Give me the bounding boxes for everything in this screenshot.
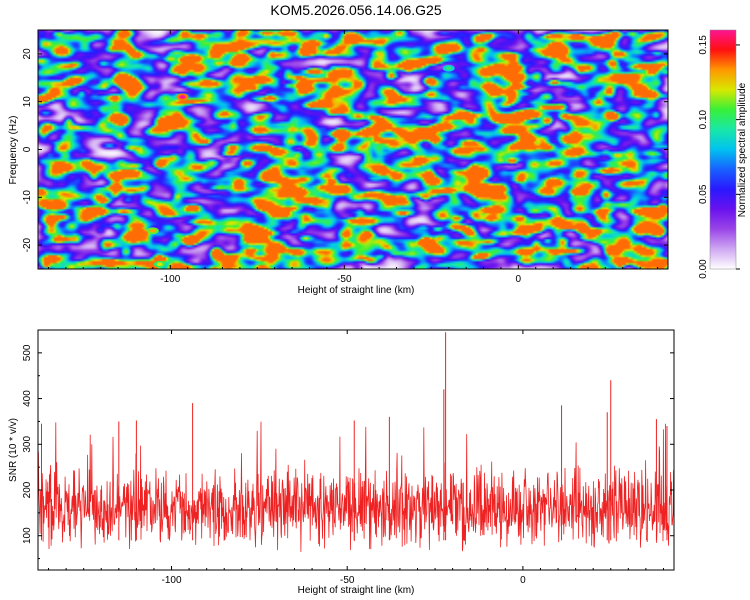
y-tick-label: 100 xyxy=(22,527,33,544)
snr-series-line xyxy=(38,421,674,552)
spectrogram-peak xyxy=(445,66,452,71)
snr-y-label: SNR (10 * v/v) xyxy=(8,418,19,482)
y-tick-label: -20 xyxy=(22,237,33,252)
spectrogram-peak xyxy=(156,262,163,267)
colorbar-tick-label: 0.00 xyxy=(698,259,709,279)
spectrogram-x-ticks: -100 -50 0 xyxy=(47,30,659,285)
y-tick-label: 500 xyxy=(22,344,33,361)
y-tick-label: 400 xyxy=(22,390,33,407)
x-tick-label: 0 xyxy=(520,575,526,586)
spectrogram-y-label: Frequency (Hz) xyxy=(8,116,19,185)
snr-y-ticks: 100 200 300 400 500 xyxy=(22,329,674,560)
colorbar-tick-label: 0.10 xyxy=(698,109,709,129)
x-tick-label: -100 xyxy=(160,274,180,285)
x-tick-label: 0 xyxy=(516,274,522,285)
plot-title: KOM5.2026.056.14.06.G25 xyxy=(270,2,441,18)
colorbar-tick-label: 0.05 xyxy=(698,184,709,204)
y-tick-label: 10 xyxy=(22,96,33,108)
colorbar-fill xyxy=(710,30,736,269)
snr-peaks xyxy=(41,332,668,541)
colorbar-label: Normalized spectral amplitude xyxy=(737,82,748,217)
y-tick-label: 200 xyxy=(22,481,33,498)
snr-x-label: Height of straight line (km) xyxy=(298,585,415,596)
y-tick-label: 300 xyxy=(22,436,33,453)
colorbar-frame xyxy=(709,29,737,270)
x-tick-label: -50 xyxy=(337,274,352,285)
x-tick-label: -50 xyxy=(340,575,355,586)
spectrogram-peaks xyxy=(146,64,455,268)
y-tick-label: 20 xyxy=(22,48,33,60)
snr-panel: -100 -50 0 100 200 300 400 500 Height of strai… xyxy=(8,329,675,596)
spectrogram-x-label: Height of straight line (km) xyxy=(298,285,415,296)
snr-x-ticks: -100 -50 0 xyxy=(48,330,664,586)
snr-frame xyxy=(37,329,675,571)
y-tick-label: -10 xyxy=(22,190,33,205)
spectrogram-y-ticks: -20 -10 0 10 20 xyxy=(22,48,668,252)
colorbar: 0.00 0.05 0.10 0.15 Normalized spectral amp… xyxy=(698,29,748,279)
y-tick-label: 0 xyxy=(22,146,33,152)
colorbar-ticks: 0.00 0.05 0.10 0.15 xyxy=(698,35,740,279)
spectrogram-peak xyxy=(179,95,186,99)
spectrogram-peak xyxy=(149,228,156,233)
x-tick-label: -100 xyxy=(162,575,182,586)
colorbar-tick-label: 0.15 xyxy=(698,35,709,55)
spectrogram-heatmap xyxy=(38,30,668,269)
